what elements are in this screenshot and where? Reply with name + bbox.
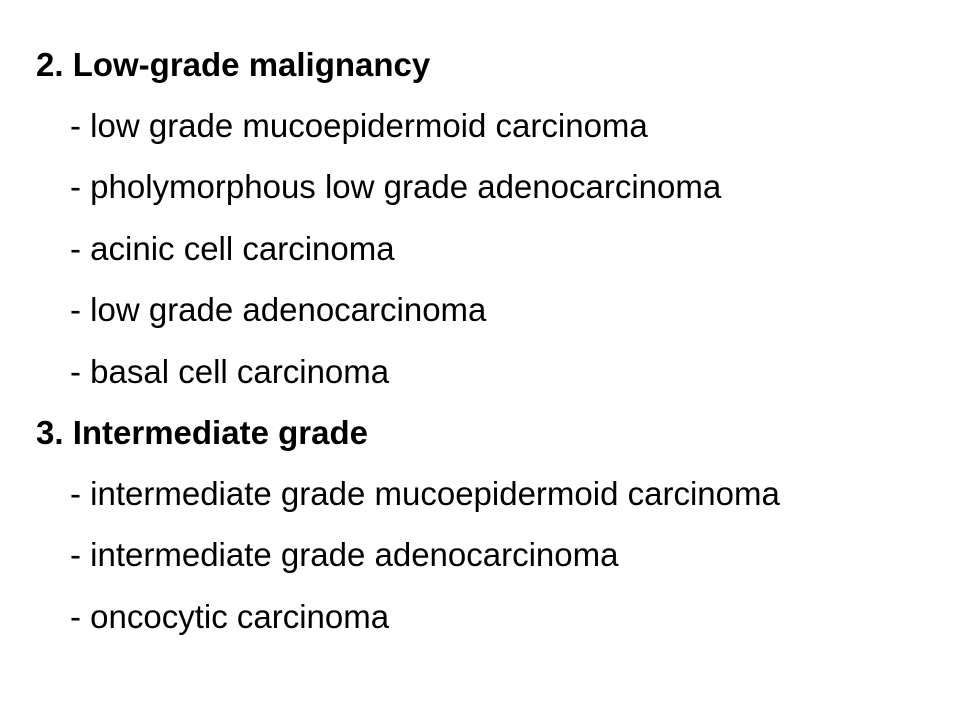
list-item: - basal cell carcinoma [70,353,390,390]
list-item: - intermediate grade mucoepidermoid carc… [70,475,780,512]
list-item: - acinic cell carcinoma [70,230,395,267]
list-item: - pholymorphous low grade adenocarcinoma [70,168,722,205]
list-item: - low grade mucoepidermoid carcinoma [70,107,648,144]
section-heading-low-grade: 2. Low-grade malignancy [36,46,431,83]
list-item: - low grade adenocarcinoma [70,291,487,328]
list-item: - intermediate grade adenocarcinoma [70,536,619,573]
section-heading-intermediate-grade: 3. Intermediate grade [36,414,368,451]
list-item: - oncocytic carcinoma [70,598,390,635]
